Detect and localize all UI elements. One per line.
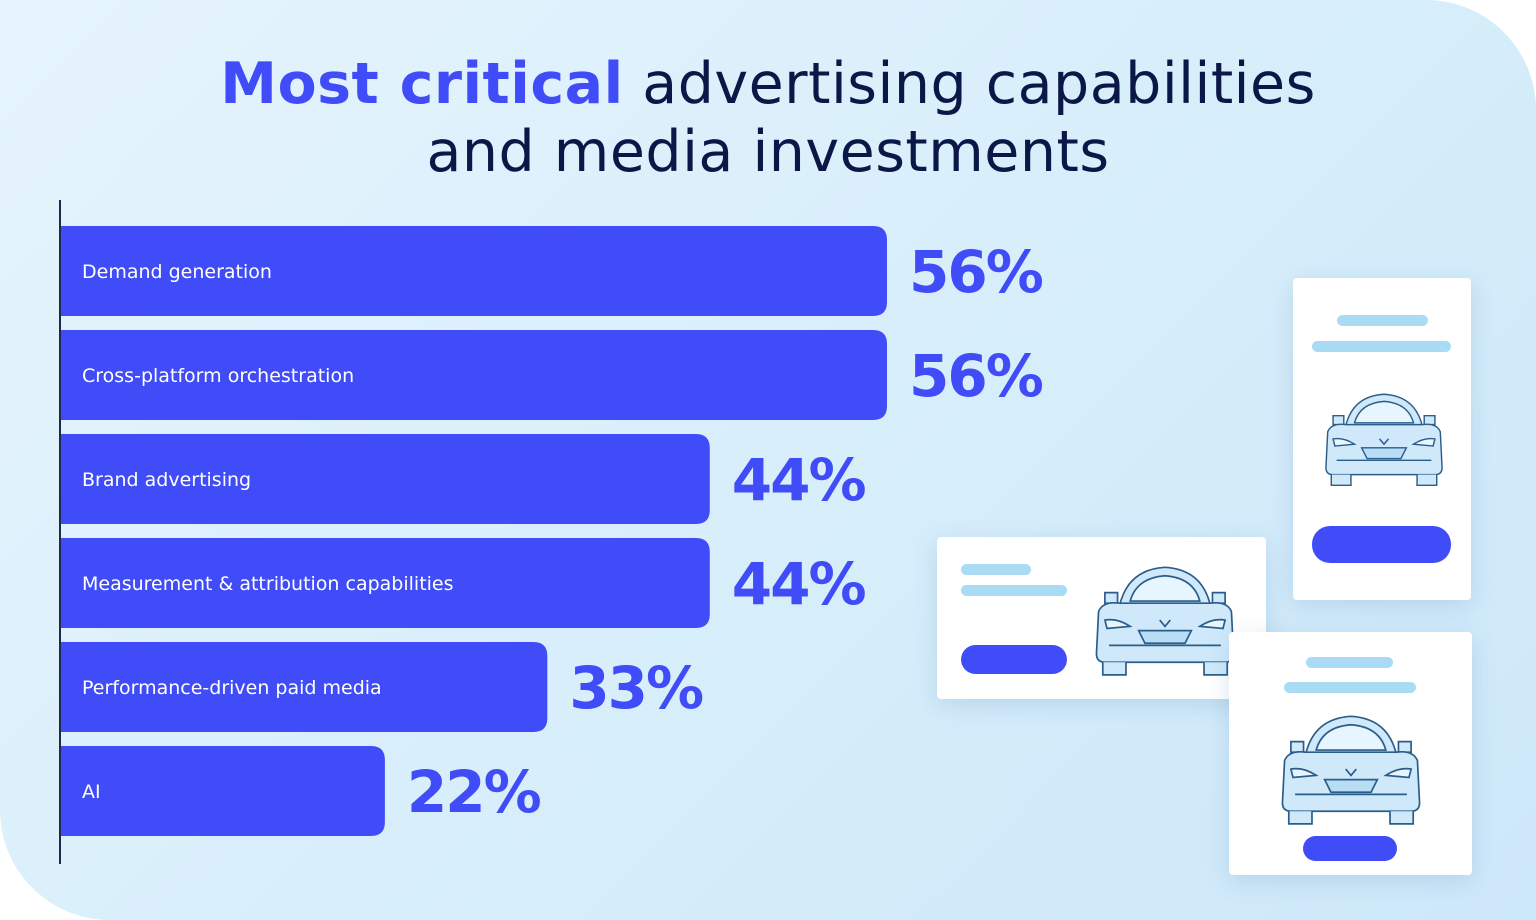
bar-4 <box>60 642 548 732</box>
ad-card-bottom <box>1229 632 1472 875</box>
value-label-1: 56% <box>909 342 1043 410</box>
title-highlight: Most critical <box>220 51 624 117</box>
ad-card-horizontal <box>937 537 1266 699</box>
bar-1 <box>60 330 887 420</box>
bar-2 <box>60 434 710 524</box>
card-cta-button <box>961 645 1067 674</box>
ad-card-vertical <box>1293 278 1471 600</box>
title-line1-rest: advertising capabilities <box>642 51 1316 117</box>
value-label-4: 33% <box>569 654 703 722</box>
title-line2: and media investments <box>426 119 1110 185</box>
category-label-3: Measurement & attribution capabilities <box>82 573 454 595</box>
bar-3 <box>60 538 710 628</box>
category-label-2: Brand advertising <box>82 469 251 491</box>
y-axis-line <box>59 200 61 864</box>
bar-5 <box>60 746 385 836</box>
card-text-line <box>1284 682 1416 693</box>
card-text-line <box>1306 657 1393 668</box>
card-text-line <box>1337 315 1428 326</box>
value-label-2: 44% <box>732 446 866 514</box>
car-icon <box>1095 566 1235 676</box>
card-cta-button <box>1303 836 1397 861</box>
car-icon <box>1281 715 1421 825</box>
chart-title: Most critical advertising capabilities a… <box>0 50 1536 186</box>
card-cta-button <box>1312 526 1451 563</box>
value-label-3: 44% <box>732 550 866 618</box>
category-label-1: Cross-platform orchestration <box>82 365 354 387</box>
card-text-line <box>961 585 1067 596</box>
card-text-line <box>1312 341 1451 352</box>
car-icon <box>1325 393 1443 487</box>
card-text-line <box>961 564 1031 575</box>
value-label-5: 22% <box>407 758 541 826</box>
value-label-0: 56% <box>909 238 1043 306</box>
category-label-0: Demand generation <box>82 261 272 283</box>
bar-0 <box>60 226 887 316</box>
category-label-4: Performance-driven paid media <box>82 677 382 699</box>
category-label-5: AI <box>82 781 101 803</box>
